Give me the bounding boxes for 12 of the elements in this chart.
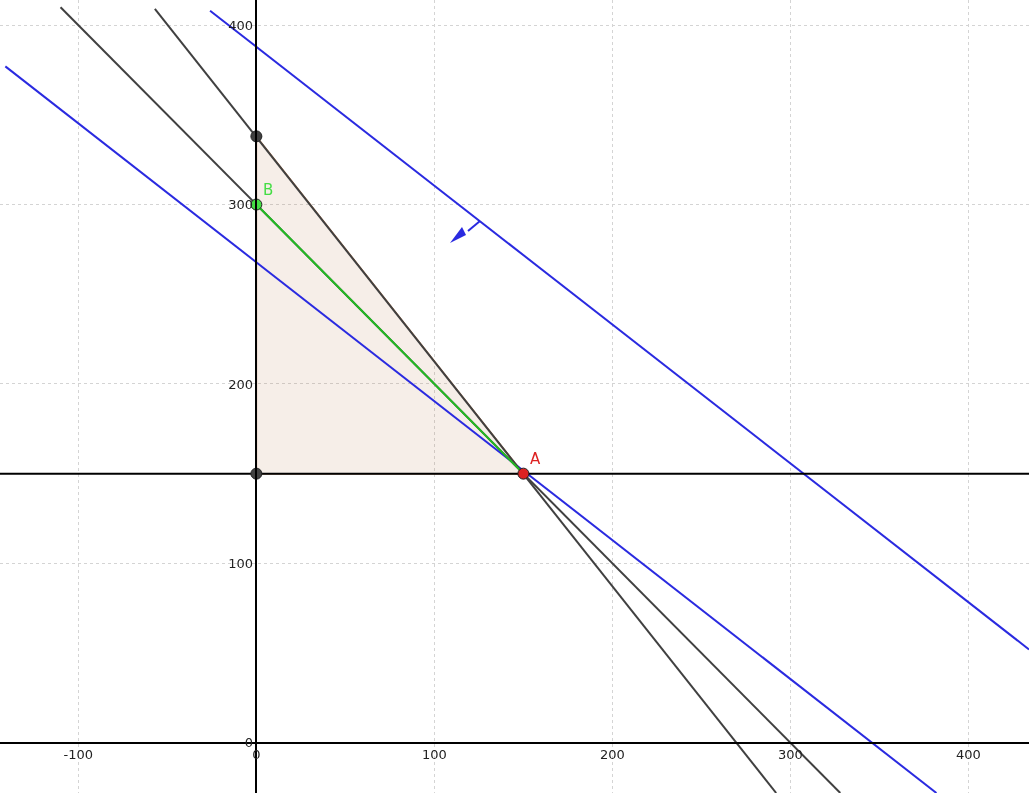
annotation: B [263, 181, 274, 199]
annotation: A [530, 450, 541, 468]
x-tick-label: 400 [956, 747, 981, 763]
x-tick-label: 200 [600, 747, 625, 763]
y-tick-label: 400 [228, 17, 254, 33]
x-tick-label: -100 [63, 747, 94, 763]
y-tick-label: 200 [228, 376, 254, 392]
x-tick-label: 100 [421, 747, 447, 763]
x-tick-label: 300 [778, 747, 803, 763]
point [517, 467, 530, 480]
y-tick-label: 100 [228, 555, 254, 571]
y-tick-label: 300 [228, 197, 254, 213]
